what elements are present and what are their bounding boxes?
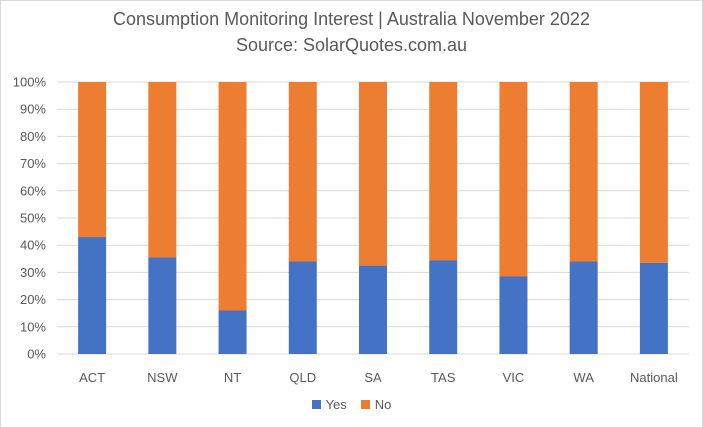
bar-yes — [218, 310, 247, 354]
bar-yes — [78, 237, 107, 354]
legend-label-yes: Yes — [325, 397, 347, 412]
bar-yes — [639, 262, 668, 354]
x-tick-label: QLD — [289, 370, 316, 385]
x-tick-label: TAS — [431, 370, 456, 385]
bar-no — [639, 82, 668, 263]
y-tick-label: 60% — [20, 183, 46, 198]
y-tick-label: 70% — [20, 156, 46, 171]
legend-swatch-yes — [311, 400, 321, 409]
chart-subtitle: Source: SolarQuotes.com.au — [235, 35, 468, 55]
y-tick-label: 10% — [20, 319, 46, 334]
y-tick-label: 0% — [27, 347, 46, 362]
y-tick-label: 40% — [20, 238, 46, 253]
bar-yes — [288, 261, 317, 354]
bar-yes — [429, 260, 458, 354]
x-tick-label: VIC — [503, 370, 525, 385]
x-tick-label: National — [630, 370, 678, 385]
bar-yes — [359, 265, 387, 354]
y-tick-label: 100% — [13, 75, 47, 90]
bar-no — [359, 82, 387, 266]
x-tick-label: NT — [224, 370, 241, 385]
bar-yes — [148, 257, 177, 354]
bar-yes — [499, 276, 528, 354]
chart-legend: Yes No — [1, 397, 702, 412]
chart-title: Consumption Monitoring Interest | Austra… — [113, 9, 590, 29]
bar-no — [429, 82, 458, 261]
y-tick-label: 30% — [20, 265, 46, 280]
y-tick-label: 80% — [20, 129, 46, 144]
y-tick-label: 20% — [20, 292, 46, 307]
bar-no — [78, 82, 107, 238]
bar-no — [148, 82, 177, 258]
legend-label-no: No — [374, 397, 392, 412]
bar-no — [218, 82, 247, 311]
x-tick-label: SA — [364, 370, 382, 385]
bar-no — [569, 82, 598, 262]
legend-item-no: No — [360, 397, 392, 412]
x-tick-label: NSW — [147, 370, 178, 385]
x-tick-label: ACT — [79, 370, 105, 385]
bar-no — [288, 82, 317, 262]
bar-no — [499, 82, 528, 277]
bar-yes — [569, 261, 598, 354]
y-tick-label: 90% — [20, 102, 46, 117]
legend-item-yes: Yes — [311, 397, 347, 412]
y-tick-label: 50% — [20, 211, 46, 226]
legend-swatch-no — [360, 400, 370, 409]
x-tick-label: WA — [573, 370, 594, 385]
